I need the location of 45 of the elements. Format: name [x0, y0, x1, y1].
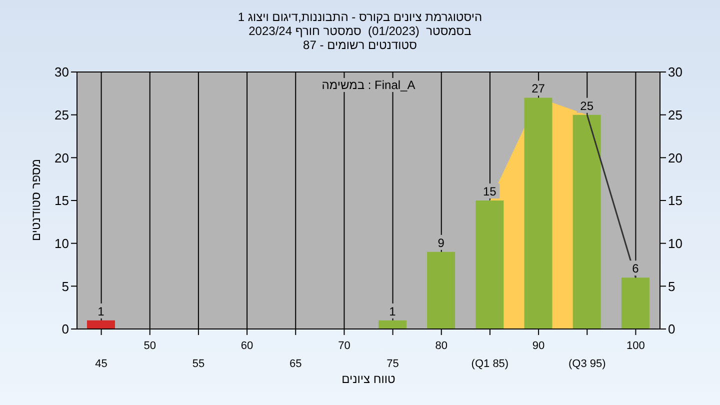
chart-title: היסטוגרמת ציונים בקורס - התבוננות,דיגום ויצוג 1	[236, 10, 484, 24]
y2-tick-label: 25	[668, 107, 682, 122]
x-tick-label: 50	[144, 340, 156, 352]
bar	[572, 114, 601, 329]
y-tick-label: 25	[54, 107, 69, 122]
x-tick-label: (Q1 85)	[471, 358, 509, 370]
bar	[621, 278, 650, 329]
y-tick-label: 10	[54, 236, 69, 251]
data-label: 15	[482, 184, 497, 198]
y-tick-label: 0	[62, 322, 69, 337]
y2-tick-label: 30	[668, 64, 682, 80]
bar	[378, 320, 406, 329]
y2-tick-label: 15	[668, 193, 682, 208]
y2-tick-label: 20	[668, 150, 682, 166]
bar	[427, 252, 456, 329]
x-tick-label: 90	[532, 340, 545, 352]
x-tick-label: 70	[338, 340, 350, 352]
x-tick-label: 100	[626, 340, 645, 352]
y2-tick-label: 10	[668, 236, 682, 251]
y-tick-label: 20	[54, 150, 69, 166]
chart-subtitle: בסמסטר (01/2023) סמסטר חורף 2023/24 סטודנטים רשומים - 87	[248, 24, 472, 52]
y-tick-label: 30	[54, 64, 69, 80]
y2-tick-label: 0	[668, 322, 676, 337]
x-tick-label: 75	[386, 358, 399, 370]
x-tick-label: 45	[95, 358, 108, 370]
x-tick-label: (Q3 95)	[568, 358, 606, 370]
bar	[87, 320, 115, 329]
bar	[524, 98, 552, 329]
data-label: 9	[438, 236, 445, 250]
bar	[476, 200, 504, 329]
data-label: 6	[632, 262, 640, 276]
x-tick-label: 60	[240, 340, 254, 352]
data-label: 25	[580, 98, 594, 113]
y-axis-title: מספר סטודנטים	[29, 158, 43, 242]
y-tick-label: 5	[62, 278, 69, 294]
x-tick-label: 80	[435, 340, 448, 352]
annotation: במשימה : Final_A	[318, 78, 418, 92]
y-tick-label: 15	[54, 193, 69, 208]
data-label: 1	[389, 304, 396, 318]
x-tick-label: 65	[290, 358, 302, 370]
data-label: 1	[98, 304, 105, 318]
x-axis-title: טווח ציונים	[340, 372, 396, 386]
data-label: 27	[532, 82, 546, 96]
y2-tick-label: 5	[668, 278, 676, 294]
x-tick-label: 55	[192, 358, 205, 370]
